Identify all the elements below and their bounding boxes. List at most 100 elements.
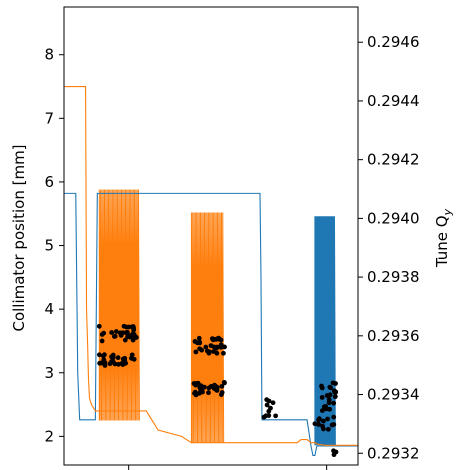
data-point-cluster-1 xyxy=(129,324,135,330)
data-point-cluster-1 xyxy=(99,338,105,344)
y2-tick-label: 0.2940 xyxy=(367,209,420,227)
data-point-cluster-4 xyxy=(326,397,332,403)
data-point-cluster-4 xyxy=(331,414,337,420)
data-point-cluster-1 xyxy=(96,323,102,329)
data-point-cluster-1 xyxy=(110,352,116,358)
right-axis: 0.2932 0.2934 0.2936 0.2938 0.2940 0.2942 0.29… xyxy=(358,33,420,462)
data-point-cluster-1 xyxy=(97,360,103,366)
data-point-cluster-2 xyxy=(211,344,217,350)
data-point-cluster-2 xyxy=(196,335,202,341)
y2-tick-label: 0.2936 xyxy=(367,327,420,345)
y2-tick-label: 0.2932 xyxy=(367,444,420,462)
data-point-cluster-2 xyxy=(221,379,227,385)
y-tick-label: 7 xyxy=(44,109,54,127)
y-tick-label: 3 xyxy=(44,364,54,382)
data-point-cluster-4 xyxy=(332,394,338,400)
data-point-cluster-1 xyxy=(133,335,139,340)
data-point-cluster-2 xyxy=(192,389,198,395)
data-point-cluster-3 xyxy=(270,400,276,406)
data-point-cluster-1 xyxy=(102,352,107,358)
data-point-cluster-4 xyxy=(325,416,330,422)
data-point-cluster-4 xyxy=(321,426,326,432)
y-axis-title: Collimator position [mm] xyxy=(10,144,28,331)
data-point-cluster-4 xyxy=(331,422,337,427)
data-point-cluster-1 xyxy=(113,329,119,334)
y2-tick-label: 0.2946 xyxy=(367,33,420,51)
y2-axis-title-main: Tune Q xyxy=(433,215,451,268)
data-point-cluster-4 xyxy=(320,418,326,424)
data-point-cluster-4 xyxy=(333,381,338,386)
data-point-cluster-1 xyxy=(109,330,115,335)
data-point-cluster-5 xyxy=(331,448,336,454)
data-point-cluster-2 xyxy=(196,390,202,396)
y-tick-label: 5 xyxy=(44,237,54,255)
data-point-cluster-3 xyxy=(261,414,267,420)
points-layer xyxy=(96,323,339,458)
data-point-cluster-4 xyxy=(331,400,337,406)
y-tick-label: 6 xyxy=(44,173,54,191)
data-point-cluster-2 xyxy=(197,384,203,390)
data-point-cluster-2 xyxy=(212,382,217,388)
data-point-cluster-1 xyxy=(96,352,102,358)
left-axis: 2 3 4 5 6 7 8 xyxy=(44,46,64,445)
data-point-cluster-4 xyxy=(316,422,322,427)
data-point-cluster-3 xyxy=(266,408,272,414)
data-point-cluster-2 xyxy=(206,390,211,396)
data-point-cluster-2 xyxy=(214,350,220,356)
data-point-cluster-2 xyxy=(221,350,226,356)
y2-tick-label: 0.2942 xyxy=(367,151,420,169)
data-point-cluster-4 xyxy=(319,408,325,413)
data-point-cluster-1 xyxy=(129,334,135,340)
data-point-cluster-3 xyxy=(264,402,270,408)
data-point-cluster-2 xyxy=(206,349,212,355)
data-point-cluster-1 xyxy=(118,332,124,338)
data-point-cluster-2 xyxy=(209,336,215,342)
data-point-cluster-1 xyxy=(109,359,114,364)
data-point-cluster-4 xyxy=(327,406,333,412)
data-point-cluster-1 xyxy=(116,361,121,367)
data-point-cluster-4 xyxy=(319,383,324,389)
data-point-cluster-1 xyxy=(122,337,128,343)
data-point-cluster-1 xyxy=(121,323,127,329)
y2-axis-title: Tune Qy xyxy=(433,208,454,268)
data-point-cluster-2 xyxy=(219,390,225,395)
data-point-cluster-2 xyxy=(193,349,199,355)
scan-burst-1 xyxy=(98,189,140,421)
data-point-cluster-1 xyxy=(102,363,108,368)
data-point-cluster-2 xyxy=(197,346,202,352)
y-tick-label: 8 xyxy=(44,46,54,64)
data-point-cluster-4 xyxy=(326,393,331,399)
data-point-cluster-4 xyxy=(327,384,333,390)
bursts-layer xyxy=(98,189,336,446)
data-point-cluster-1 xyxy=(115,355,121,361)
data-point-cluster-2 xyxy=(206,385,212,391)
data-point-cluster-1 xyxy=(101,330,107,336)
data-point-cluster-1 xyxy=(120,356,126,362)
y2-axis-title-sub: y xyxy=(441,208,454,216)
data-point-cluster-2 xyxy=(197,340,203,346)
data-point-cluster-3 xyxy=(273,413,279,419)
scan-burst-2 xyxy=(190,212,225,443)
data-point-cluster-2 xyxy=(203,344,209,350)
orange-series-line xyxy=(64,85,358,446)
y2-tick-label: 0.2934 xyxy=(367,386,420,404)
blue-series-line xyxy=(64,192,358,457)
data-point-cluster-3 xyxy=(266,398,272,404)
data-point-cluster-2 xyxy=(195,380,201,386)
data-point-cluster-1 xyxy=(111,334,117,339)
y2-tick-label: 0.2938 xyxy=(367,268,420,286)
data-point-cluster-4 xyxy=(312,421,318,427)
data-point-cluster-4 xyxy=(319,395,325,400)
bottom-axis xyxy=(128,465,328,470)
y2-tick-label: 0.2944 xyxy=(367,92,420,110)
data-point-cluster-1 xyxy=(129,352,135,358)
data-point-cluster-3 xyxy=(266,413,272,418)
scan-burst-3 xyxy=(314,216,336,446)
lines-layer xyxy=(64,85,358,457)
y-tick-label: 2 xyxy=(44,427,54,445)
plot-frame xyxy=(63,6,359,466)
data-point-cluster-4 xyxy=(316,417,322,423)
data-point-cluster-4 xyxy=(325,426,331,432)
data-point-cluster-1 xyxy=(122,360,128,366)
